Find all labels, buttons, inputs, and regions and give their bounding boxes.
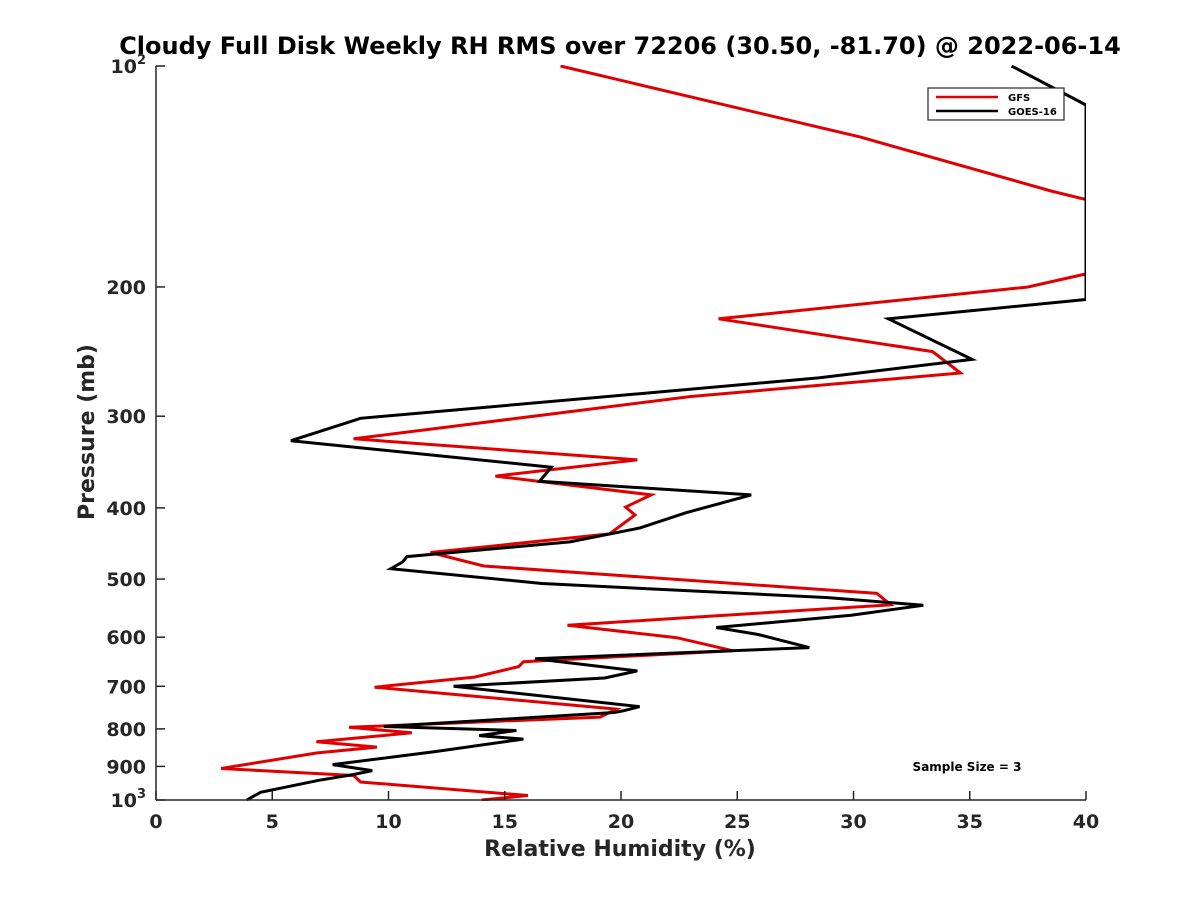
x-axis-label: Relative Humidity (%) <box>484 837 756 862</box>
y-tick-label: 200 <box>106 277 146 299</box>
y-tick-label: 102 <box>111 53 147 78</box>
x-tick-label: 15 <box>492 811 518 833</box>
legend: GFS GOES-16 <box>927 87 1065 121</box>
chart-title: Cloudy Full Disk Weekly RH RMS over 7220… <box>119 32 1121 60</box>
x-tick-label: 25 <box>724 811 750 833</box>
legend-box <box>927 87 1065 121</box>
axes-layer: 0 5 10 15 20 25 30 35 40 102 200 300 400 500 600 700 800… <box>106 53 1099 833</box>
y-tick-label: 800 <box>106 719 146 741</box>
y-tick-label: 400 <box>106 498 146 520</box>
y-tick-label: 700 <box>106 676 146 698</box>
x-tick-label: 35 <box>957 811 983 833</box>
series-line-gfs <box>220 65 1086 801</box>
y-tick-label: 300 <box>106 406 146 428</box>
x-tick-label: 5 <box>266 811 279 833</box>
x-tick-label: 40 <box>1073 811 1099 833</box>
y-tick-label: 103 <box>111 787 147 812</box>
y-tick-label: 900 <box>106 756 146 778</box>
x-tick-label: 20 <box>608 811 634 833</box>
legend-label: GFS <box>1008 93 1030 104</box>
y-tick-label: 500 <box>106 569 146 591</box>
y-axis-label: Pressure (mb) <box>75 344 100 520</box>
x-tick-label: 30 <box>840 811 866 833</box>
legend-label: GOES-16 <box>1008 107 1057 118</box>
sample-size-annotation: Sample Size = 3 <box>913 760 1022 774</box>
series-layer <box>220 65 1086 801</box>
x-tick-label: 10 <box>375 811 401 833</box>
y-tick-label: 600 <box>106 627 146 649</box>
series-line-goes-16 <box>245 65 1086 801</box>
x-tick-label: 0 <box>149 811 162 833</box>
